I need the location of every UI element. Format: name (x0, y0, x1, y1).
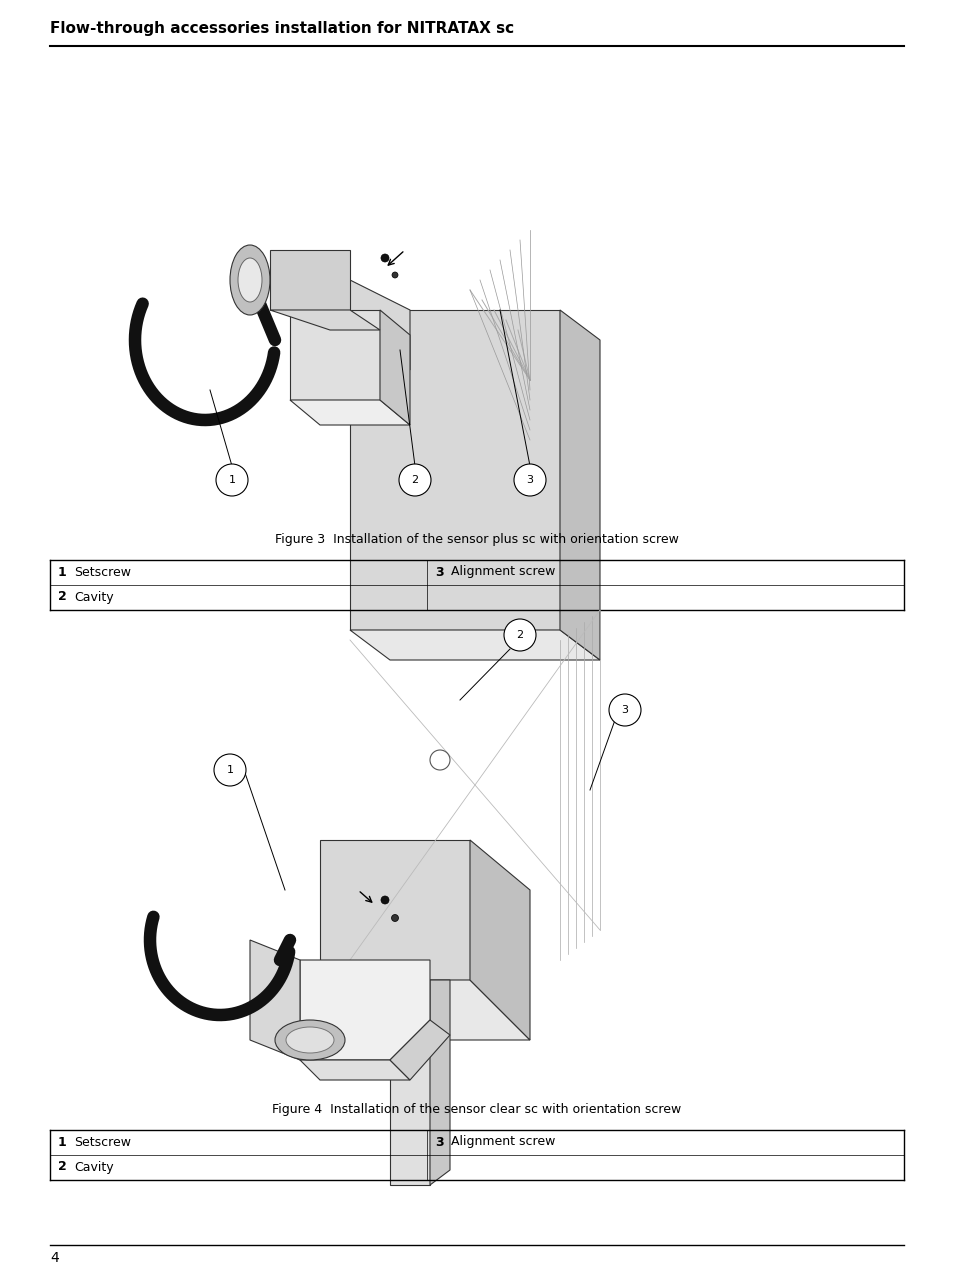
Text: 2: 2 (58, 591, 67, 603)
Circle shape (430, 751, 450, 770)
Text: Setscrew: Setscrew (74, 565, 131, 579)
Polygon shape (430, 980, 450, 1185)
Text: Cavity: Cavity (74, 1161, 113, 1173)
Polygon shape (559, 310, 599, 660)
Text: 1: 1 (58, 1135, 67, 1148)
Polygon shape (250, 940, 299, 1060)
Text: 1: 1 (58, 565, 67, 579)
Text: 3: 3 (435, 1135, 443, 1148)
Text: Alignment screw: Alignment screw (451, 565, 555, 579)
Text: Figure 4  Installation of the sensor clear sc with orientation screw: Figure 4 Installation of the sensor clea… (273, 1104, 680, 1116)
Text: 1: 1 (229, 475, 235, 485)
Text: 2: 2 (411, 475, 418, 485)
Text: 3: 3 (435, 565, 443, 579)
Text: Setscrew: Setscrew (74, 1135, 131, 1148)
Polygon shape (350, 279, 410, 370)
Polygon shape (319, 980, 530, 1040)
Ellipse shape (274, 1020, 345, 1060)
Polygon shape (350, 310, 559, 630)
Circle shape (392, 272, 397, 278)
Circle shape (514, 464, 545, 497)
Polygon shape (350, 630, 599, 660)
Ellipse shape (286, 1027, 334, 1053)
Polygon shape (299, 960, 430, 1060)
Circle shape (608, 693, 640, 726)
Text: Flow-through accessories installation for NITRATAX sc: Flow-through accessories installation fo… (50, 20, 514, 36)
Polygon shape (470, 839, 530, 1040)
Ellipse shape (237, 258, 262, 302)
Polygon shape (270, 250, 350, 310)
Polygon shape (270, 310, 379, 330)
Polygon shape (290, 310, 379, 400)
Circle shape (213, 754, 246, 786)
Text: 1: 1 (226, 765, 233, 775)
Text: 2: 2 (58, 1161, 67, 1173)
Text: 4: 4 (50, 1251, 59, 1265)
Circle shape (215, 464, 248, 497)
Polygon shape (390, 1020, 450, 1080)
Text: Cavity: Cavity (74, 591, 113, 603)
Text: 3: 3 (526, 475, 533, 485)
Circle shape (380, 897, 389, 904)
Polygon shape (319, 839, 470, 980)
Polygon shape (390, 980, 430, 1185)
Circle shape (503, 618, 536, 652)
Text: Figure 3  Installation of the sensor plus sc with orientation screw: Figure 3 Installation of the sensor plus… (274, 533, 679, 546)
Circle shape (380, 254, 389, 262)
Polygon shape (290, 400, 410, 425)
Ellipse shape (230, 245, 270, 315)
Circle shape (391, 914, 398, 922)
Polygon shape (299, 1060, 410, 1080)
Text: Alignment screw: Alignment screw (451, 1135, 555, 1148)
Polygon shape (379, 310, 410, 425)
Circle shape (398, 464, 431, 497)
Text: 2: 2 (516, 630, 523, 640)
Text: 3: 3 (620, 705, 628, 715)
